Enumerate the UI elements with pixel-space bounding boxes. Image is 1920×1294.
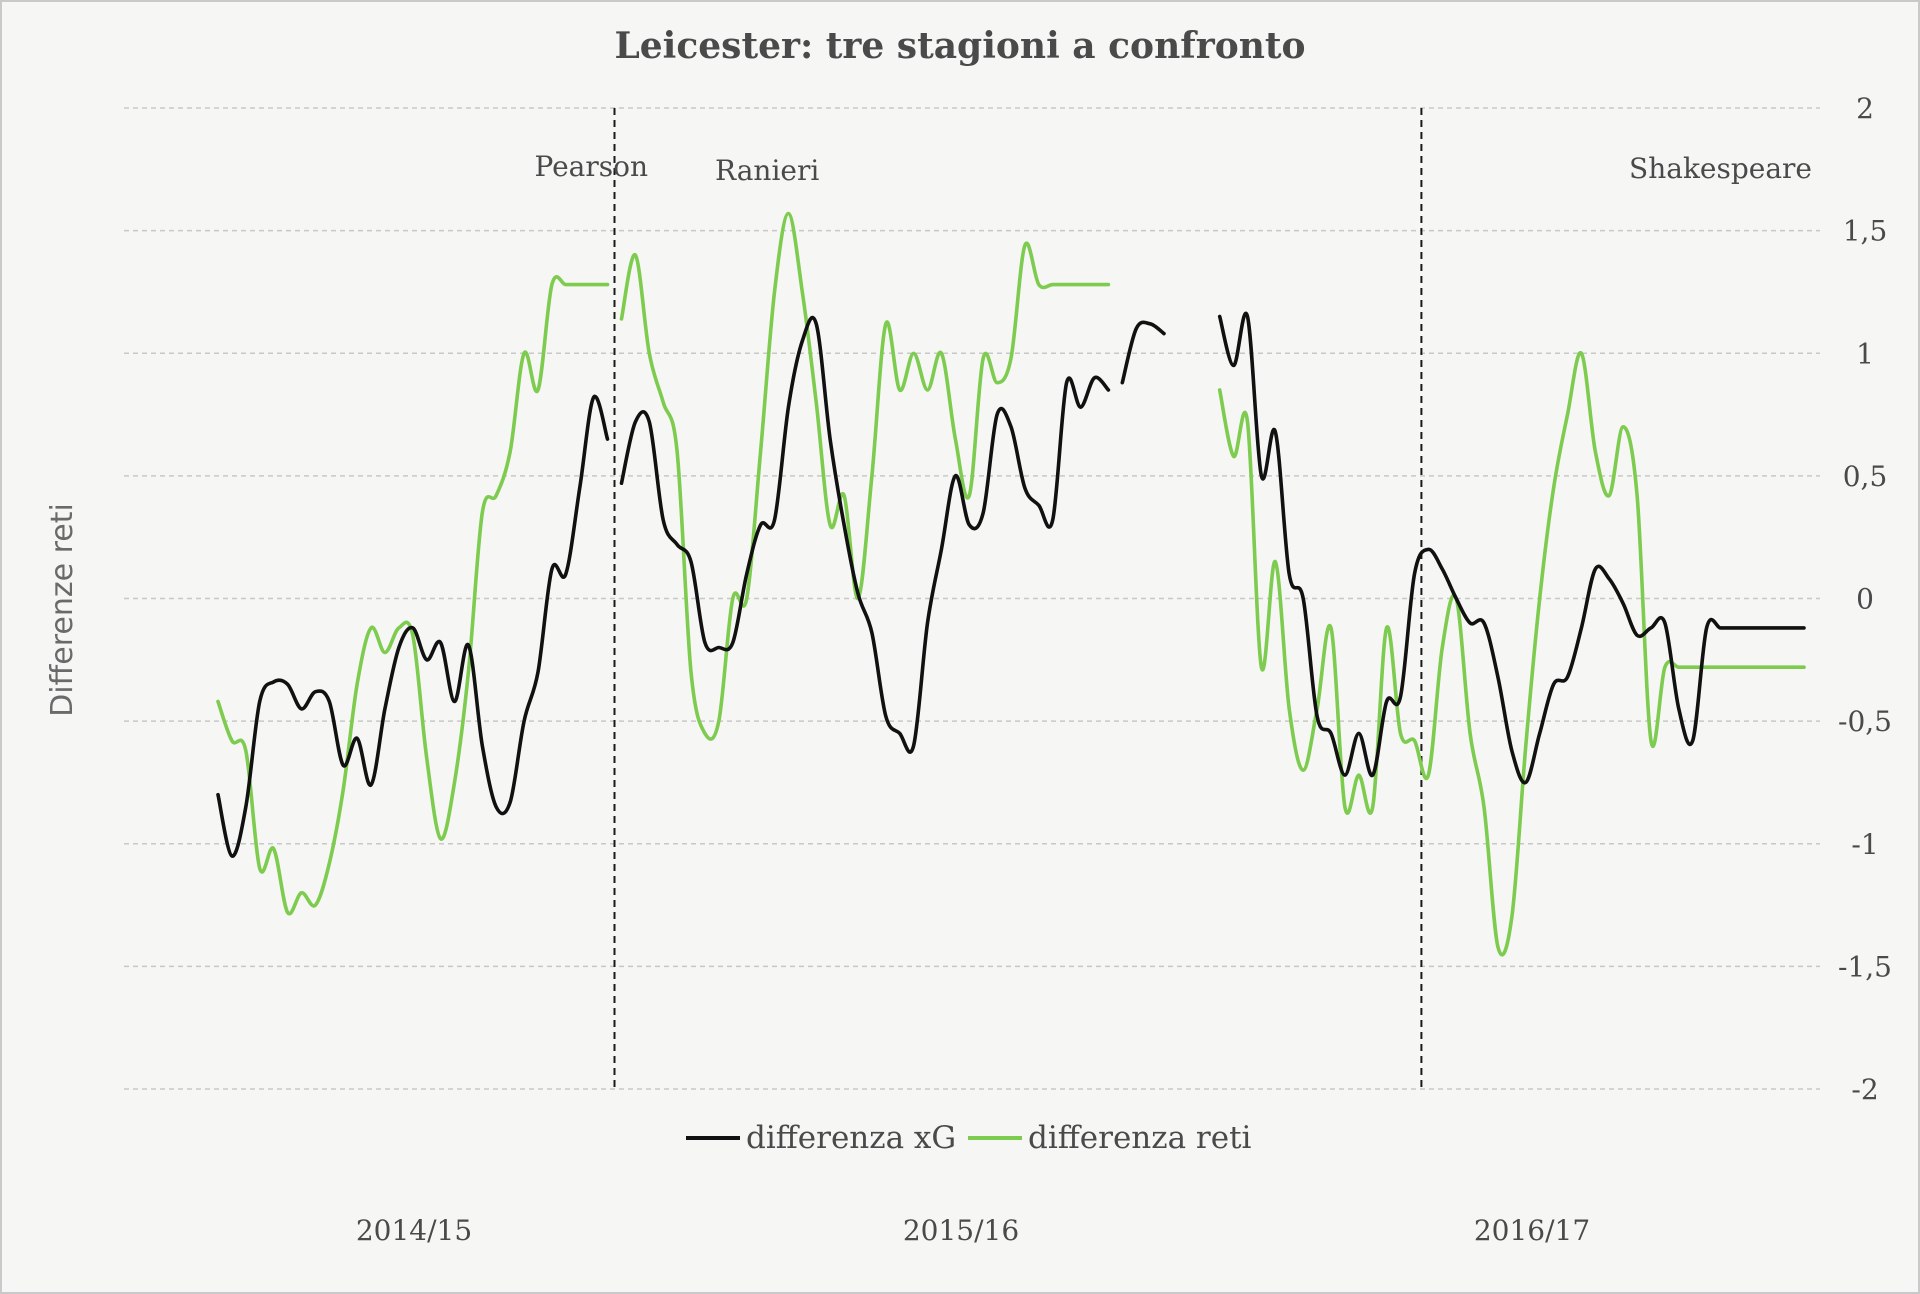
y-tick-label: -0,5 <box>1838 705 1892 738</box>
series-line-xg-segment-3 <box>1120 320 1166 385</box>
y-tick-label: 2 <box>1856 92 1874 125</box>
y-tick-label: 0,5 <box>1843 460 1888 493</box>
y-axis-label: Differenze reti <box>45 503 80 717</box>
y-tick-label: -2 <box>1851 1073 1878 1106</box>
coach-label-pearson: Pearson <box>535 150 649 183</box>
legend: differenza xG differenza reti <box>686 1120 1252 1156</box>
grid-lines <box>124 107 1820 1090</box>
series-line-goals-segment-1 <box>216 275 610 916</box>
series-line-xg-segment-1 <box>216 394 610 858</box>
coach-labels: Pearson Ranieri Shakespeare <box>535 150 1813 187</box>
legend-label-goals: differenza reti <box>1028 1120 1252 1156</box>
y-axis-ticks: 2 1,5 1 0,5 0 -0,5 -1 -1,5 -2 <box>1838 92 1892 1106</box>
y-tick-label: 1 <box>1856 337 1874 370</box>
series-line-xg-segment-4 <box>1217 311 1806 785</box>
series-line-xg-segment-2 <box>619 315 1111 754</box>
y-tick-label: 0 <box>1856 583 1874 616</box>
coach-label-shakespeare: Shakespeare <box>1629 152 1812 185</box>
legend-label-xg: differenza xG <box>746 1120 956 1156</box>
series-line-goals-segment-3 <box>1217 351 1806 957</box>
coach-label-ranieri: Ranieri <box>715 154 819 187</box>
season-label-2016-17: 2016/17 <box>1474 1214 1590 1247</box>
y-tick-label: -1 <box>1851 828 1878 861</box>
season-labels: 2014/15 2015/16 2016/17 <box>356 1214 1590 1247</box>
y-tick-label: -1,5 <box>1838 950 1892 983</box>
season-label-2015-16: 2015/16 <box>903 1214 1019 1247</box>
y-tick-label: 1,5 <box>1843 215 1888 248</box>
season-label-2014-15: 2014/15 <box>356 1214 472 1247</box>
chart-title: Leicester: tre stagioni a confronto <box>614 25 1305 67</box>
coach-change-dividers <box>613 108 1423 1089</box>
series-lines <box>216 211 1806 957</box>
